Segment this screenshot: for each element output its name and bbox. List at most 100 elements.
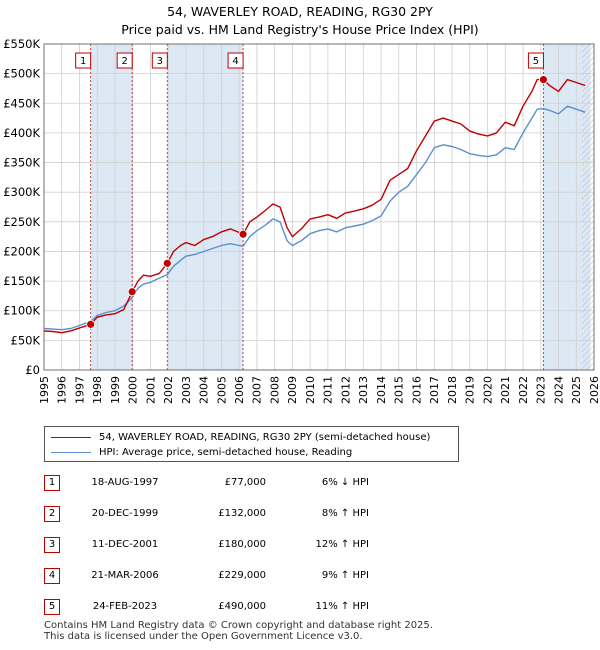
sale-date: 18-AUG-1997 xyxy=(91,477,159,488)
x-tick-label: 1997 xyxy=(73,376,86,404)
y-tick-label: £450K xyxy=(3,96,40,110)
x-tick-label: 2008 xyxy=(268,376,281,404)
footer: Contains HM Land Registry data © Crown c… xyxy=(44,620,433,642)
sale-price: £132,000 xyxy=(218,508,266,519)
x-tick-label: 2007 xyxy=(251,376,264,404)
legend-label-property: 54, WAVERLEY ROAD, READING, RG30 2PY (se… xyxy=(99,431,431,443)
sale-number-badge: 3 xyxy=(44,537,60,553)
x-tick-label: 2025 xyxy=(570,376,583,404)
x-tick-label: 2006 xyxy=(233,376,246,404)
sale-date: 21-MAR-2006 xyxy=(91,570,159,581)
x-tick-label: 2015 xyxy=(393,376,406,404)
y-tick-label: £250K xyxy=(3,215,40,229)
legend-item-property: 54, WAVERLEY ROAD, READING, RG30 2PY (se… xyxy=(51,430,430,444)
y-tick-label: £0 xyxy=(25,363,40,377)
sale-number-badge: 2 xyxy=(44,506,60,522)
x-tick-label: 2024 xyxy=(552,376,565,404)
x-tick-label: 2013 xyxy=(357,376,370,404)
sale-number-box xyxy=(75,52,92,69)
property-series-line xyxy=(43,78,586,334)
x-tick-label: 2016 xyxy=(410,376,423,404)
y-tick-label: £200K xyxy=(3,244,40,258)
x-tick-label: 2023 xyxy=(535,376,548,404)
table-row: 3 11-DEC-2001 £180,000 12% ↑ HPI xyxy=(44,537,444,555)
y-tick-label: £550K xyxy=(3,37,40,51)
sale-number-badge: 5 xyxy=(44,599,60,615)
legend: 54, WAVERLEY ROAD, READING, RG30 2PY (se… xyxy=(44,426,459,462)
hpi-series-line xyxy=(43,105,586,331)
sale-hpi-diff: 12% ↑ HPI xyxy=(315,539,369,550)
table-row: 1 18-AUG-1997 £77,000 6% ↓ HPI xyxy=(44,475,444,493)
shaded-ownership-range xyxy=(167,44,244,370)
x-tick-label: 2022 xyxy=(517,376,530,404)
sale-price: £490,000 xyxy=(218,601,266,612)
x-tick-label: 2010 xyxy=(304,376,317,404)
y-tick-label: £50K xyxy=(11,333,41,347)
sale-point xyxy=(162,258,172,268)
sale-number-box xyxy=(151,52,168,69)
sale-date: 24-FEB-2023 xyxy=(92,601,158,612)
x-tick-label: 1998 xyxy=(91,376,104,404)
plot-frame xyxy=(43,43,595,371)
sale-number-label: 1 xyxy=(80,56,86,67)
sale-number-label: 3 xyxy=(157,56,163,67)
sale-hpi-diff: 6% ↓ HPI xyxy=(321,477,369,488)
sale-point xyxy=(539,75,548,84)
x-tick-label: 2020 xyxy=(481,376,494,404)
sale-number-label: 2 xyxy=(121,56,127,67)
x-tick-label: 2017 xyxy=(428,376,441,404)
sale-number-box xyxy=(116,52,133,69)
footer-copyright: Contains HM Land Registry data © Crown c… xyxy=(44,620,433,631)
sale-number-badge: 4 xyxy=(44,568,60,584)
legend-swatch-property xyxy=(51,436,91,438)
sale-hpi-diff: 11% ↑ HPI xyxy=(315,601,369,612)
chart-title: 54, WAVERLEY ROAD, READING, RG30 2PY xyxy=(167,4,433,19)
legend-label-hpi: HPI: Average price, semi-detached house,… xyxy=(99,446,353,458)
sale-price: £229,000 xyxy=(218,570,266,581)
price-chart: 1 2 3 4 5 £0 £50K £100K £150K £200K £250K £300K £350… xyxy=(3,37,600,404)
x-tick-label: 1996 xyxy=(56,376,69,404)
y-tick-label: £300K xyxy=(3,185,40,199)
sale-hpi-diff: 8% ↑ HPI xyxy=(321,508,369,519)
x-tick-label: 2012 xyxy=(339,376,352,404)
sale-price: £77,000 xyxy=(224,477,266,488)
y-tick-label: £500K xyxy=(3,67,40,81)
sale-number-box xyxy=(227,52,244,69)
x-tick-label: 2026 xyxy=(588,376,600,404)
sale-point xyxy=(86,319,96,329)
table-row: 5 24-FEB-2023 £490,000 11% ↑ HPI xyxy=(44,599,444,617)
table-row: 4 21-MAR-2006 £229,000 9% ↑ HPI xyxy=(44,568,444,586)
table-row: 2 20-DEC-1999 £132,000 8% ↑ HPI xyxy=(44,506,444,524)
y-tick-label: £400K xyxy=(3,126,40,140)
x-tick-label: 2005 xyxy=(215,376,228,404)
sale-hpi-diff: 9% ↑ HPI xyxy=(321,570,369,581)
sale-date: 11-DEC-2001 xyxy=(91,539,159,550)
y-tick-label: £150K xyxy=(3,274,40,288)
legend-item-hpi: HPI: Average price, semi-detached house,… xyxy=(51,445,352,459)
hatched-projection-range xyxy=(581,44,594,370)
x-tick-label: 2002 xyxy=(162,376,175,404)
x-tick-label: 2018 xyxy=(446,376,459,404)
sale-point xyxy=(127,287,137,297)
x-tick-label: 1999 xyxy=(109,376,122,404)
x-tick-label: 2021 xyxy=(499,376,512,404)
x-tick-label: 2011 xyxy=(322,376,335,404)
x-tick-label: 2001 xyxy=(144,376,157,404)
footer-licence: This data is licensed under the Open Gov… xyxy=(44,631,363,642)
x-tick-label: 2000 xyxy=(127,376,140,404)
sale-point xyxy=(238,229,248,239)
x-tick-label: 1995 xyxy=(38,376,51,404)
x-tick-label: 2004 xyxy=(198,376,211,404)
sale-number-box xyxy=(527,52,544,69)
chart-subtitle: Price paid vs. HM Land Registry's House … xyxy=(121,22,479,37)
y-tick-label: £100K xyxy=(3,304,40,318)
sale-number-label: 5 xyxy=(533,56,539,67)
sale-price: £180,000 xyxy=(218,539,266,550)
y-tick-label: £350K xyxy=(3,156,40,170)
sale-date: 20-DEC-1999 xyxy=(91,508,159,519)
sale-number-label: 4 xyxy=(232,56,238,67)
x-tick-label: 2003 xyxy=(180,376,193,404)
x-tick-label: 2009 xyxy=(286,376,299,404)
sale-number-badge: 1 xyxy=(44,475,60,491)
legend-swatch-hpi xyxy=(51,451,91,453)
